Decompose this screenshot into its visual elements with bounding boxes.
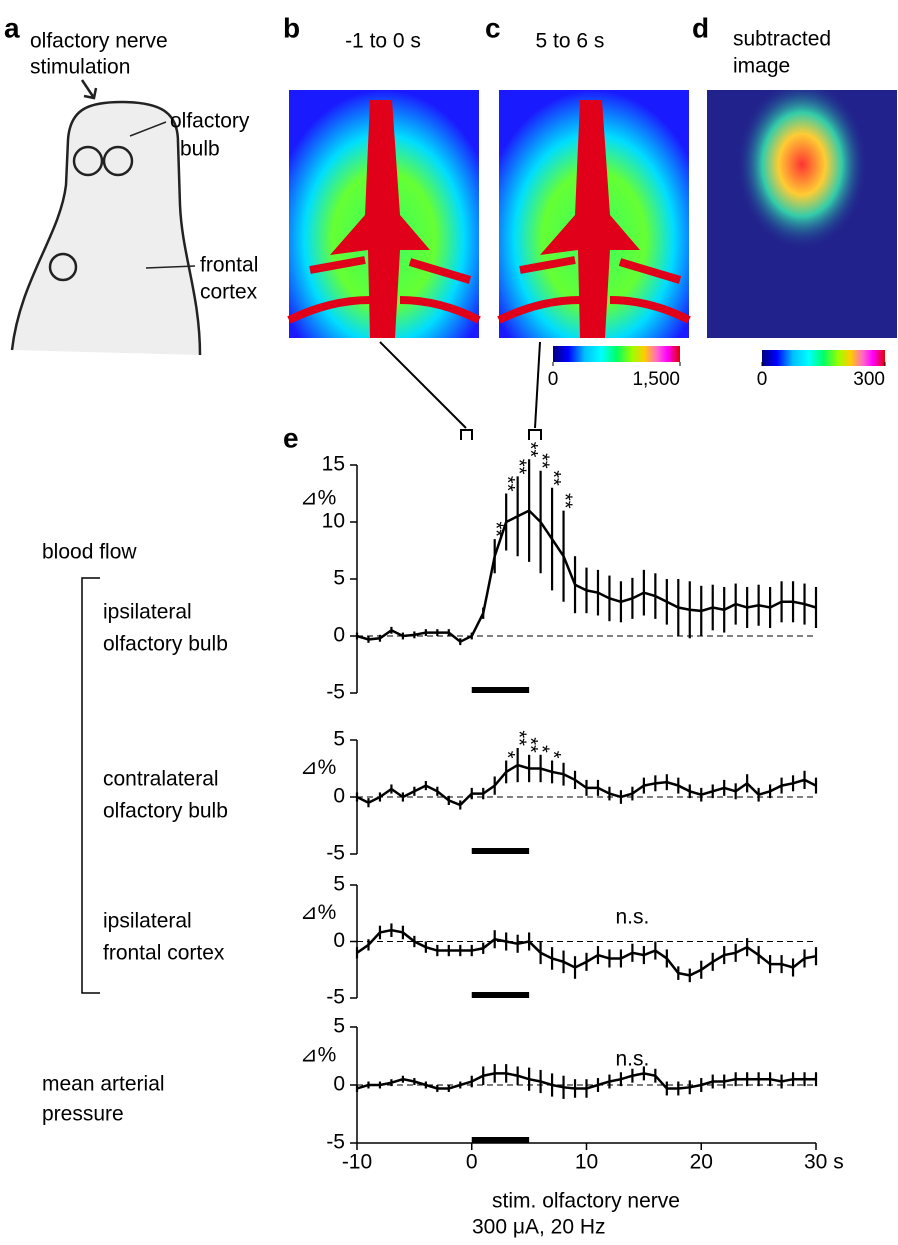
image-b [287, 90, 481, 338]
panel-letter: a [4, 12, 20, 43]
y-tick-label: -5 [326, 986, 345, 1009]
connector [379, 341, 467, 429]
significance: * [496, 751, 518, 759]
panel-title: image [733, 55, 790, 78]
y-axis-label: ⊿% [300, 1044, 336, 1067]
y-tick-label: 5 [333, 728, 345, 751]
colorbar-tick-label: 0 [757, 369, 768, 390]
significance: * [530, 745, 552, 753]
stimulus-bar [471, 992, 530, 998]
series-label: olfactory bulb [103, 633, 228, 656]
significance: ** [507, 459, 529, 475]
arrow [80, 79, 98, 100]
diagram-label: olfactory nerve [30, 30, 168, 53]
group-label: blood flow [42, 541, 137, 564]
y-axis-label: ⊿% [300, 756, 336, 779]
bulb-circle [102, 145, 134, 177]
series-label: frontal cortex [103, 942, 225, 965]
series-label: ipsilateral [103, 601, 192, 624]
y-tick-label: 0 [333, 785, 345, 808]
data-line [356, 763, 817, 807]
diagram-label: stimulation [30, 56, 130, 79]
y-tick-label: 15 [322, 453, 345, 476]
group-bracket [81, 577, 100, 994]
x-axis-label: stim. olfactory nerve [492, 1190, 680, 1213]
pointer [145, 265, 196, 269]
colorbar-tick-label: 300 [853, 369, 885, 390]
significance: ** [553, 493, 575, 509]
panel-title: subtracted [733, 28, 831, 51]
significance: ** [530, 453, 552, 469]
panel-letter: c [485, 12, 501, 43]
panel-title: 5 to 6 s [536, 30, 605, 53]
y-tick-label: 0 [333, 624, 345, 647]
image-d [707, 90, 897, 338]
cortex-circle [48, 252, 78, 282]
y-tick-label: -5 [326, 681, 345, 704]
data-line [356, 928, 817, 977]
colorbar [553, 346, 680, 362]
panel-letter: e [283, 422, 299, 453]
x-tick-label: 20 [690, 1151, 713, 1174]
x-tick-label: -10 [342, 1151, 372, 1174]
image-c [497, 90, 691, 338]
y-axis-label: ⊿% [300, 901, 336, 924]
y-axis-label: ⊿% [300, 487, 336, 510]
stimulus-bar [471, 848, 530, 854]
note: n.s. [615, 906, 649, 929]
diagram-label: olfactory [170, 110, 250, 133]
series-label: pressure [42, 1103, 124, 1126]
colorbar-tick-label: 0 [548, 369, 559, 390]
y-tick-label: 5 [333, 873, 345, 896]
stimulus-bar [471, 1137, 530, 1143]
significance: ** [496, 476, 518, 492]
significance: ** [519, 442, 541, 458]
panel-letter: d [692, 12, 709, 43]
stimulus-bar [471, 687, 530, 693]
window-bracket [460, 429, 542, 440]
y-tick-label: -5 [326, 1131, 345, 1154]
data-line [356, 509, 817, 644]
y-tick-label: 0 [333, 1073, 345, 1096]
diagram-label: bulb [180, 138, 220, 161]
significance: ** [507, 730, 529, 746]
colorbar [762, 350, 885, 366]
x-tick-label: 0 [466, 1151, 478, 1174]
head-fill [12, 102, 200, 355]
y-tick-label: 0 [333, 929, 345, 952]
significance: ** [542, 470, 564, 486]
panel-title: -1 to 0 s [345, 30, 421, 53]
series-label: mean arterial [42, 1073, 165, 1096]
diagram-label: frontal [200, 254, 258, 277]
y-tick-label: 5 [333, 567, 345, 590]
y-tick-label: 10 [322, 510, 345, 533]
y-tick-label: 5 [333, 1015, 345, 1038]
connector [534, 341, 541, 429]
x-tick-label: 10 [575, 1151, 598, 1174]
x-tick-label: 30 s [804, 1151, 844, 1174]
significance: ** [519, 737, 541, 753]
bulb-circle [72, 145, 104, 177]
significance: * [542, 751, 564, 759]
pointer [129, 121, 167, 137]
series-label: olfactory bulb [103, 800, 228, 823]
y-tick-label: -5 [326, 842, 345, 865]
series-label: contralateral [103, 768, 219, 791]
data-line [356, 1072, 816, 1090]
head-outline [10, 100, 202, 356]
colorbar-tick-label: 1,500 [632, 369, 680, 390]
significance: ** [484, 522, 506, 538]
note: n.s. [615, 1048, 649, 1071]
panel-letter: b [283, 12, 300, 43]
series-label: ipsilateral [103, 910, 192, 933]
diagram-label: cortex [200, 281, 258, 304]
x-axis-sublabel: 300 μA, 20 Hz [472, 1216, 606, 1239]
